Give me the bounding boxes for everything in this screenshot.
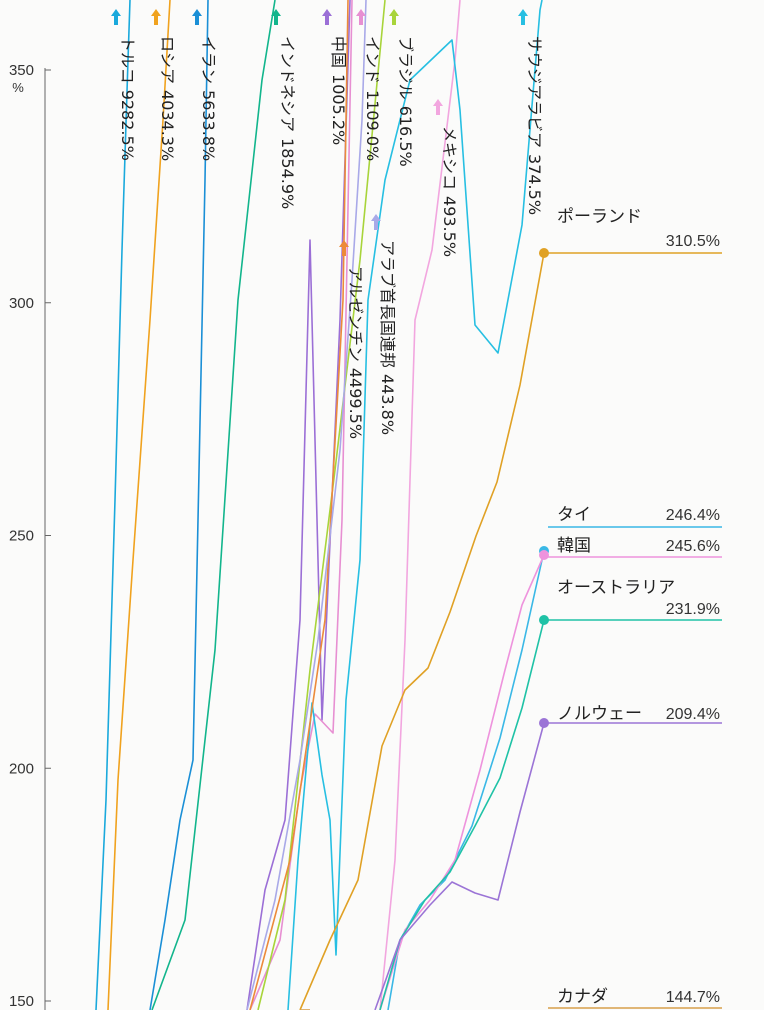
series-line	[387, 550, 545, 1010]
series-line	[249, 0, 353, 1010]
series-value: 245.6%	[666, 538, 720, 555]
off-chart-arrows	[111, 9, 528, 256]
series-value: 246.4%	[666, 507, 720, 524]
series-label: アラブ首長国連邦 443.8%	[378, 240, 397, 435]
series-line	[374, 722, 545, 1010]
series-line	[149, 0, 209, 1010]
series-label: ロシア 4034.3%	[158, 36, 177, 161]
y-tick-label: 150	[9, 993, 34, 1010]
series-name: サウジアラビア	[525, 36, 544, 148]
series-name: ロシア	[158, 36, 177, 84]
y-tick-label: 350	[9, 62, 34, 79]
y-unit-label: %	[12, 80, 24, 95]
series-label: インド 1109.0%	[363, 36, 382, 161]
series-name: アルゼンチン	[346, 266, 365, 362]
series-line	[299, 252, 545, 1010]
series-value: 4034.3%	[158, 90, 177, 161]
series-lines	[95, 0, 545, 1010]
series-value: 1854.9%	[278, 138, 297, 209]
series-name: 韓国	[557, 536, 591, 556]
series-value: 5633.8%	[199, 90, 218, 161]
series-line	[249, 0, 349, 1010]
up-arrow-icon	[371, 214, 381, 230]
up-arrow-icon	[151, 9, 161, 25]
series-label: ブラジル 616.5%	[396, 36, 415, 167]
series-line	[287, 0, 543, 1010]
up-arrow-icon	[192, 9, 202, 25]
y-tick-label: 250	[9, 528, 34, 545]
series-value: 616.5%	[396, 106, 415, 167]
series-name: 中国	[329, 36, 348, 68]
up-arrow-icon	[518, 9, 528, 25]
series-value: 310.5%	[666, 233, 720, 250]
series-value: 374.5%	[525, 154, 544, 215]
endpoint-marker	[539, 248, 549, 258]
series-name: トルコ	[118, 36, 137, 84]
series-name: インド	[363, 36, 382, 84]
series-name: カナダ	[557, 987, 608, 1007]
up-arrow-icon	[322, 9, 332, 25]
series-label: 中国 1005.2%	[329, 36, 348, 145]
series-value: 231.9%	[666, 601, 720, 618]
series-line	[246, 0, 351, 1010]
series-value: 1109.0%	[363, 90, 382, 161]
series-name: メキシコ	[440, 126, 459, 190]
y-tick-label: 300	[9, 295, 34, 312]
series-name: ポーランド	[557, 207, 642, 227]
series-value: 4499.5%	[346, 368, 365, 439]
label-connectors	[539, 248, 722, 1009]
up-arrow-icon	[339, 240, 349, 256]
y-ticks: 150 200 250 300 350	[9, 62, 51, 1010]
series-value: 9282.5%	[118, 90, 137, 161]
series-label: サウジアラビア 374.5%	[525, 36, 544, 215]
series-name: ノルウェー	[557, 704, 642, 724]
series-name: タイ	[557, 505, 591, 525]
off-chart-labels: トルコ 9282.5% ロシア 4034.3% イラン 5633.8% インドネシア 1854…	[118, 36, 544, 439]
series-label: インドネシア 1854.9%	[278, 36, 297, 209]
up-arrow-icon	[389, 9, 399, 25]
y-tick-label: 200	[9, 760, 34, 777]
series-line	[246, 0, 367, 1010]
endpoint-marker	[539, 718, 549, 728]
up-arrow-icon	[271, 9, 281, 25]
series-line	[379, 619, 545, 1010]
series-name: ブラジル	[396, 36, 415, 100]
endpoint-marker	[539, 615, 549, 625]
up-arrow-icon	[356, 9, 366, 25]
series-name: アラブ首長国連邦	[378, 240, 397, 368]
series-line	[257, 0, 386, 1010]
series-label: イラン 5633.8%	[199, 36, 218, 161]
series-value: 209.4%	[666, 706, 720, 723]
series-name: オーストラリア	[557, 578, 675, 598]
series-value: 1005.2%	[329, 74, 348, 145]
up-arrow-icon	[111, 9, 121, 25]
series-line	[379, 554, 545, 1010]
series-value: 144.7%	[666, 989, 720, 1006]
series-line	[151, 0, 276, 1010]
up-arrow-icon	[433, 99, 443, 115]
series-line	[107, 0, 171, 1010]
series-label: メキシコ 493.5%	[440, 126, 459, 257]
series-value: 443.8%	[378, 374, 397, 435]
endpoint-labels: ポーランド 310.5% タイ 246.4% 韓国 245.6% オーストラリア 231.9%…	[557, 207, 720, 1007]
series-name: イラン	[199, 36, 218, 84]
series-name: インドネシア	[278, 36, 297, 132]
series-line	[95, 0, 131, 1010]
series-label: アルゼンチン 4499.5%	[346, 266, 365, 439]
endpoint-marker	[539, 550, 549, 560]
series-label: トルコ 9282.5%	[118, 36, 137, 161]
series-value: 493.5%	[440, 196, 459, 257]
